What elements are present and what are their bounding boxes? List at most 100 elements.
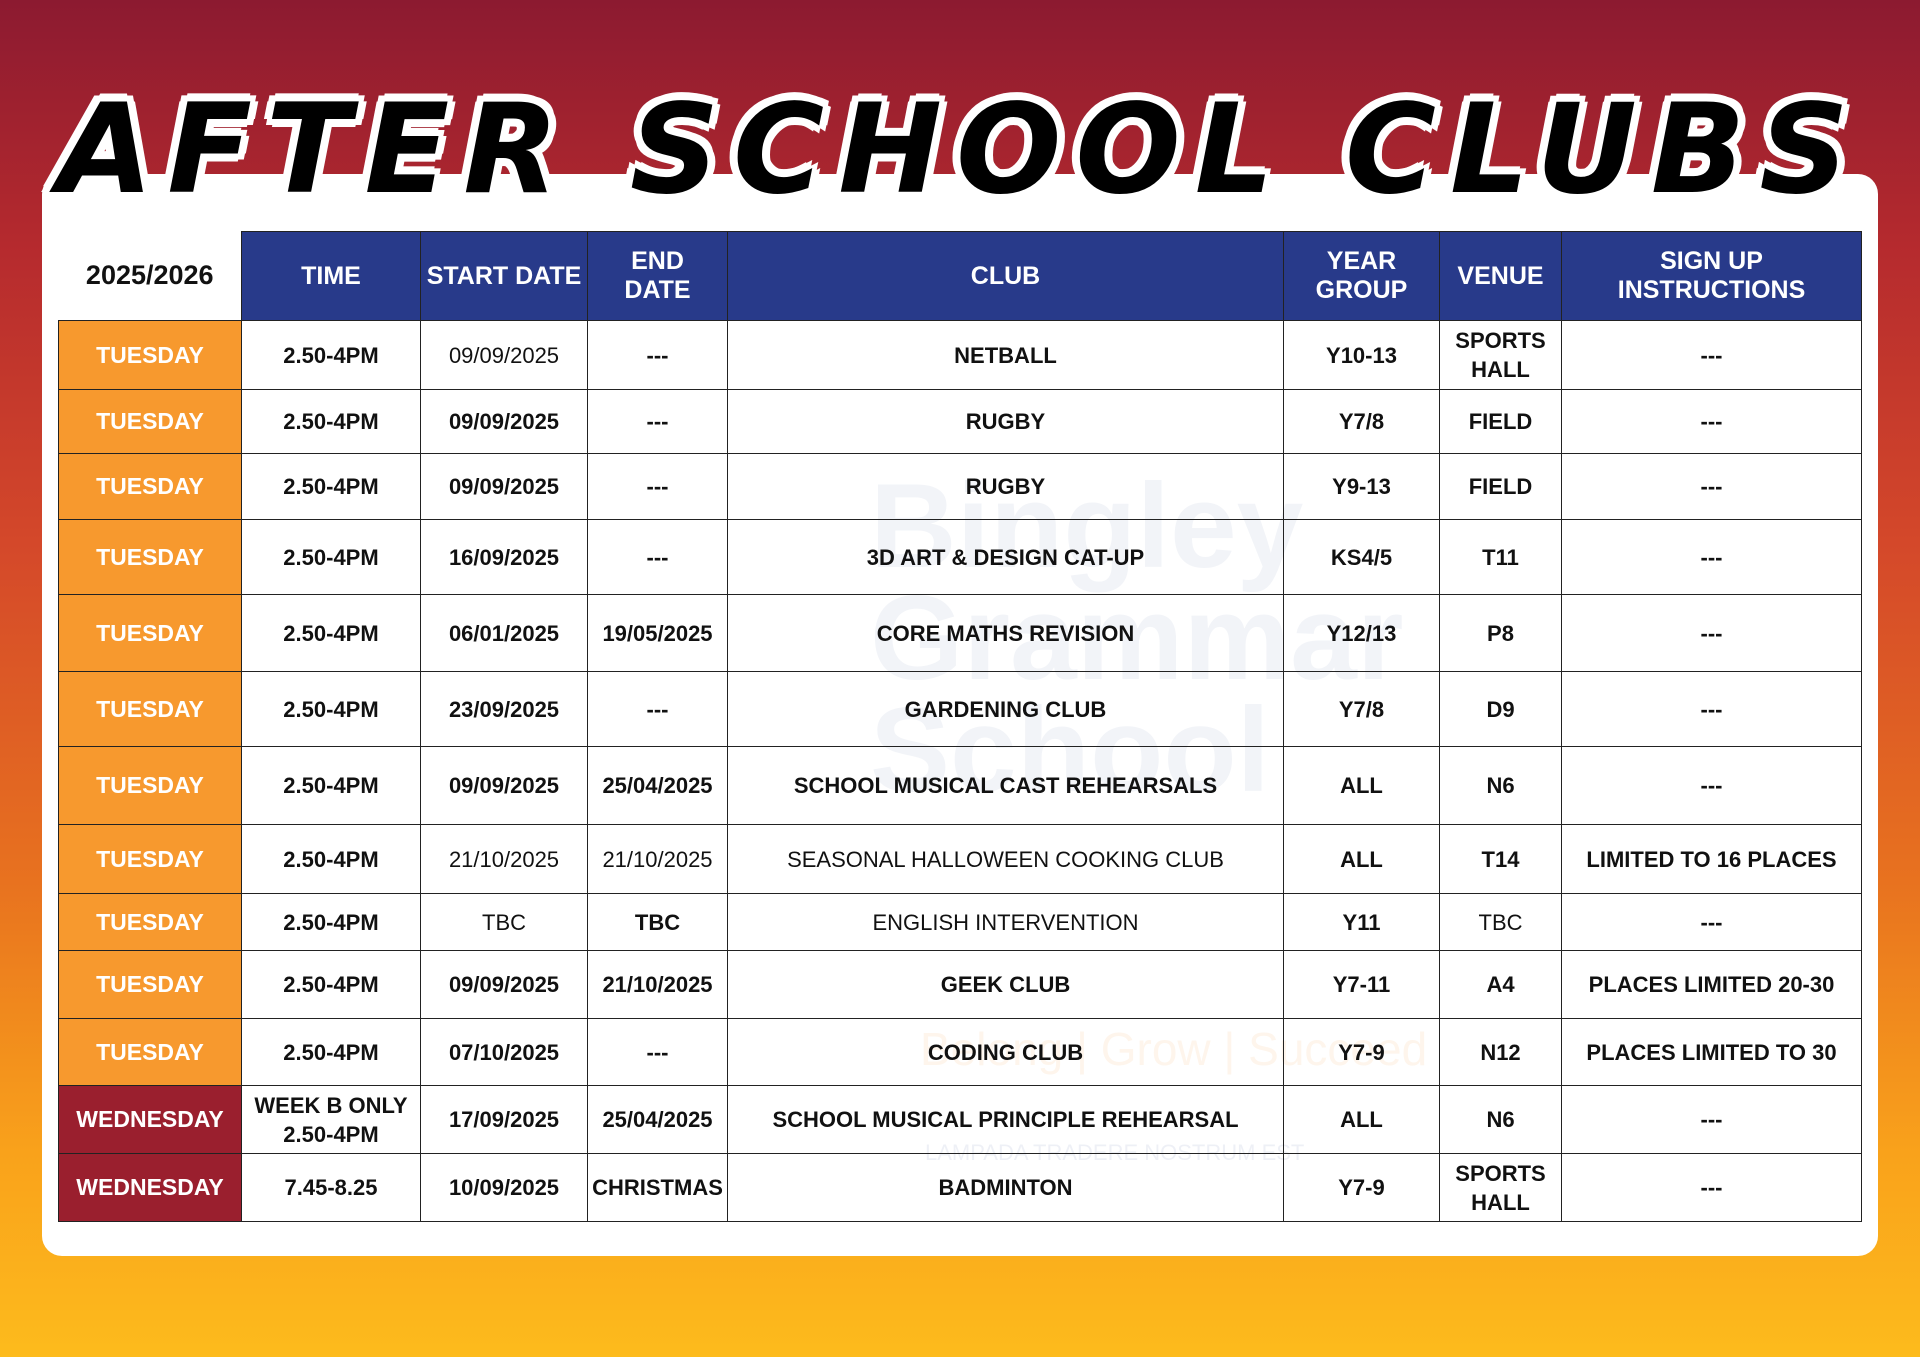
page-title: AFTER SCHOOL CLUBS	[57, 78, 1863, 222]
cell-time: WEEK B ONLY 2.50-4PM	[241, 1085, 421, 1154]
cell-year: KS4/5	[1283, 519, 1440, 595]
cell-end: 21/10/2025	[587, 950, 728, 1019]
cell-time: 2.50-4PM	[241, 893, 421, 951]
cell-venue: SPORTS HALL	[1439, 320, 1562, 390]
table-row: TUESDAY 2.50-4PM 09/09/2025 21/10/2025 GEEK …	[58, 950, 1862, 1019]
cell-start: 23/09/2025	[420, 671, 588, 747]
cell-start: 09/09/2025	[420, 320, 588, 390]
cell-start: 09/09/2025	[420, 746, 588, 825]
cell-year: Y7/8	[1283, 389, 1440, 454]
cell-signup: ---	[1561, 893, 1862, 951]
cell-year: Y7/8	[1283, 671, 1440, 747]
cell-venue: FIELD	[1439, 389, 1562, 454]
cell-day: TUESDAY	[58, 746, 242, 825]
cell-end: ---	[587, 320, 728, 390]
cell-time: 2.50-4PM	[241, 519, 421, 595]
cell-signup: ---	[1561, 746, 1862, 825]
header-venue: VENUE	[1439, 231, 1562, 321]
cell-day: TUESDAY	[58, 893, 242, 951]
cell-time: 2.50-4PM	[241, 824, 421, 894]
cell-year: Y9-13	[1283, 453, 1440, 520]
cell-venue: FIELD	[1439, 453, 1562, 520]
cell-start: 06/01/2025	[420, 594, 588, 672]
cell-venue: A4	[1439, 950, 1562, 1019]
cell-start: 09/09/2025	[420, 950, 588, 1019]
cell-signup: ---	[1561, 594, 1862, 672]
cell-year: ALL	[1283, 746, 1440, 825]
cell-end: 25/04/2025	[587, 1085, 728, 1154]
cell-signup: LIMITED TO 16 PLACES	[1561, 824, 1862, 894]
cell-club: RUGBY	[727, 389, 1284, 454]
cell-end: 21/10/2025	[587, 824, 728, 894]
table-row: TUESDAY 2.50-4PM 09/09/2025 --- RUGBY Y7/8 FIE…	[58, 389, 1862, 454]
cell-day: TUESDAY	[58, 824, 242, 894]
cell-signup: ---	[1561, 671, 1862, 747]
table-row: TUESDAY 2.50-4PM 09/09/2025 --- RUGBY Y9-13 FI…	[58, 453, 1862, 520]
table-row: TUESDAY 2.50-4PM 06/01/2025 19/05/2025 CORE …	[58, 594, 1862, 672]
cell-club: CORE MATHS REVISION	[727, 594, 1284, 672]
cell-day: WEDNESDAY	[58, 1153, 242, 1222]
cell-year: Y11	[1283, 893, 1440, 951]
table-row: WEDNESDAY 7.45-8.25 10/09/2025 CHRISTMAS BAD…	[58, 1153, 1862, 1222]
header-year-group: YEAR GROUP	[1283, 231, 1440, 321]
header-row: 2025/2026 TIME START DATE END DATE CLUB …	[58, 231, 1862, 321]
cell-year: Y7-11	[1283, 950, 1440, 1019]
clubs-table: 2025/2026 TIME START DATE END DATE CLUB …	[58, 231, 1862, 1222]
cell-time: 2.50-4PM	[241, 594, 421, 672]
cell-day: WEDNESDAY	[58, 1085, 242, 1154]
cell-club: SCHOOL MUSICAL CAST REHEARSALS	[727, 746, 1284, 825]
cell-venue: P8	[1439, 594, 1562, 672]
cell-signup: PLACES LIMITED 20-30	[1561, 950, 1862, 1019]
cell-signup: ---	[1561, 1085, 1862, 1154]
cell-start: 10/09/2025	[420, 1153, 588, 1222]
header-end-date: END DATE	[587, 231, 728, 321]
cell-time: 2.50-4PM	[241, 950, 421, 1019]
cell-club: SCHOOL MUSICAL PRINCIPLE REHEARSAL	[727, 1085, 1284, 1154]
cell-club: 3D ART & DESIGN CAT-UP	[727, 519, 1284, 595]
cell-start: 07/10/2025	[420, 1018, 588, 1086]
academic-year: 2025/2026	[58, 231, 242, 321]
cell-year: Y7-9	[1283, 1018, 1440, 1086]
cell-start: 16/09/2025	[420, 519, 588, 595]
cell-year: Y12/13	[1283, 594, 1440, 672]
table-row: TUESDAY 2.50-4PM 16/09/2025 --- 3D ART & DES…	[58, 519, 1862, 595]
cell-start: 09/09/2025	[420, 389, 588, 454]
table-row: TUESDAY 2.50-4PM TBC TBC ENGLISH INTERVENTIO…	[58, 893, 1862, 951]
cell-venue: D9	[1439, 671, 1562, 747]
cell-time: 7.45-8.25	[241, 1153, 421, 1222]
table-row: TUESDAY 2.50-4PM 09/09/2025 25/04/2025 SCHOO…	[58, 746, 1862, 825]
cell-club: RUGBY	[727, 453, 1284, 520]
cell-time: 2.50-4PM	[241, 389, 421, 454]
cell-end: ---	[587, 671, 728, 747]
cell-end: ---	[587, 389, 728, 454]
cell-day: TUESDAY	[58, 1018, 242, 1086]
cell-signup: PLACES LIMITED TO 30	[1561, 1018, 1862, 1086]
header-time: TIME	[241, 231, 421, 321]
header-start-date: START DATE	[420, 231, 588, 321]
cell-end: ---	[587, 453, 728, 520]
cell-end: 19/05/2025	[587, 594, 728, 672]
cell-end: TBC	[587, 893, 728, 951]
cell-venue: T11	[1439, 519, 1562, 595]
cell-time: 2.50-4PM	[241, 671, 421, 747]
cell-venue: SPORTS HALL	[1439, 1153, 1562, 1222]
cell-end: 25/04/2025	[587, 746, 728, 825]
cell-venue: N12	[1439, 1018, 1562, 1086]
table-row: WEDNESDAY WEEK B ONLY 2.50-4PM 17/09/2025 2…	[58, 1085, 1862, 1154]
cell-club: GARDENING CLUB	[727, 671, 1284, 747]
cell-venue: TBC	[1439, 893, 1562, 951]
cell-club: SEASONAL HALLOWEEN COOKING CLUB	[727, 824, 1284, 894]
cell-start: 17/09/2025	[420, 1085, 588, 1154]
cell-day: TUESDAY	[58, 320, 242, 390]
cell-end: ---	[587, 519, 728, 595]
cell-club: GEEK CLUB	[727, 950, 1284, 1019]
table-row: TUESDAY 2.50-4PM 07/10/2025 --- CODING CLUB Y…	[58, 1018, 1862, 1086]
cell-time: 2.50-4PM	[241, 1018, 421, 1086]
cell-day: TUESDAY	[58, 950, 242, 1019]
cell-venue: T14	[1439, 824, 1562, 894]
cell-day: TUESDAY	[58, 389, 242, 454]
cell-start: TBC	[420, 893, 588, 951]
cell-year: ALL	[1283, 1085, 1440, 1154]
cell-venue: N6	[1439, 746, 1562, 825]
cell-club: NETBALL	[727, 320, 1284, 390]
